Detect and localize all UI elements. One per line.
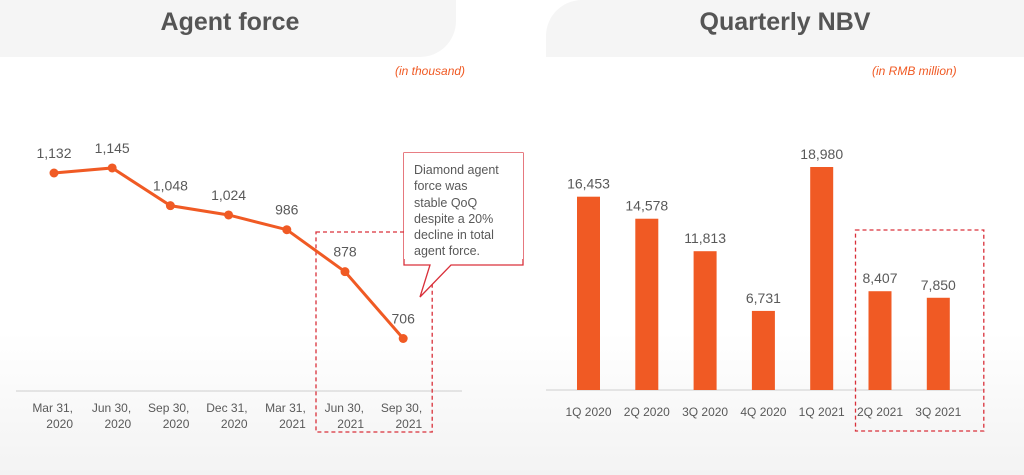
nbv-value-label: 16,453	[567, 176, 610, 192]
agent-force-x-tick-label: Jun 30, 2020	[92, 401, 132, 431]
quarterly-nbv-title: Quarterly NBV	[699, 8, 871, 36]
agent-force-point	[107, 163, 117, 173]
agent-force-title: Agent force	[160, 8, 300, 36]
agent-force-value-label: 878	[333, 244, 357, 260]
nbv-x-tick-label: 3Q 2021	[915, 405, 961, 419]
nbv-x-tick-label: 4Q 2020	[740, 405, 786, 419]
agent-force-unit-note: (in thousand)	[395, 64, 466, 78]
annotation-callout-text: Diamond agent force was stable QoQ despite …	[404, 153, 523, 259]
nbv-unit-note: (in RMB million)	[872, 64, 957, 78]
left-title-band	[0, 0, 456, 57]
right-title-band	[546, 0, 1024, 57]
nbv-value-label: 11,813	[684, 230, 726, 246]
nbv-bar	[926, 297, 950, 390]
agent-force-point	[340, 267, 350, 277]
agent-force-value-label: 1,048	[153, 178, 188, 194]
agent-force-point	[49, 168, 59, 178]
nbv-value-label: 18,980	[800, 146, 843, 162]
nbv-bar	[693, 251, 717, 390]
annotation-line: despite a 20%	[414, 211, 494, 226]
agent-force-x-tick-label: Jun 30, 2021	[325, 401, 365, 431]
agent-force-point	[165, 201, 175, 211]
nbv-value-label: 6,731	[746, 290, 781, 306]
agent-force-value-label: 706	[392, 311, 416, 327]
nbv-bar	[751, 310, 775, 390]
agent-force-highlight-box	[315, 231, 433, 433]
nbv-value-label: 14,578	[625, 198, 668, 214]
agent-force-value-label: 1,024	[211, 187, 246, 203]
nbv-value-label: 7,850	[921, 277, 956, 293]
annotation-line: decline in total	[414, 228, 494, 243]
annotation-line: stable QoQ	[414, 195, 478, 210]
agent-force-value-label: 986	[275, 202, 299, 218]
agent-force-x-tick-label: Sep 30, 2021	[381, 401, 423, 431]
nbv-x-tick-label: 2Q 2021	[857, 405, 903, 419]
agent-force-point	[282, 225, 292, 235]
agent-force-point	[224, 210, 234, 220]
annotation-line: force was	[414, 179, 468, 194]
agent-force-value-label: 1,132	[36, 145, 71, 161]
annotation-line: Diamond agent	[414, 163, 499, 177]
nbv-x-tick-label: 1Q 2020	[565, 405, 611, 419]
nbv-value-label: 8,407	[862, 270, 897, 286]
agent-force-x-tick-label: Mar 31, 2021	[265, 401, 306, 431]
nbv-bar	[635, 218, 659, 390]
nbv-x-tick-label: 1Q 2021	[799, 405, 845, 419]
agent-force-point	[398, 334, 408, 343]
annotation-line: agent force.	[414, 244, 481, 259]
agent-force-x-tick-label: Dec 31, 2020	[206, 401, 248, 431]
agent-force-x-tick-label: Sep 30, 2020	[148, 401, 190, 431]
nbv-highlight-box	[854, 229, 985, 432]
nbv-x-tick-label: 2Q 2020	[624, 405, 670, 419]
nbv-bar	[810, 167, 834, 390]
nbv-bar	[868, 291, 892, 390]
agent-force-value-label: 1,145	[95, 140, 130, 156]
nbv-bar	[577, 196, 600, 390]
agent-force-x-tick-label: Mar 31, 2020	[32, 401, 73, 431]
nbv-x-tick-label: 3Q 2020	[682, 405, 728, 419]
